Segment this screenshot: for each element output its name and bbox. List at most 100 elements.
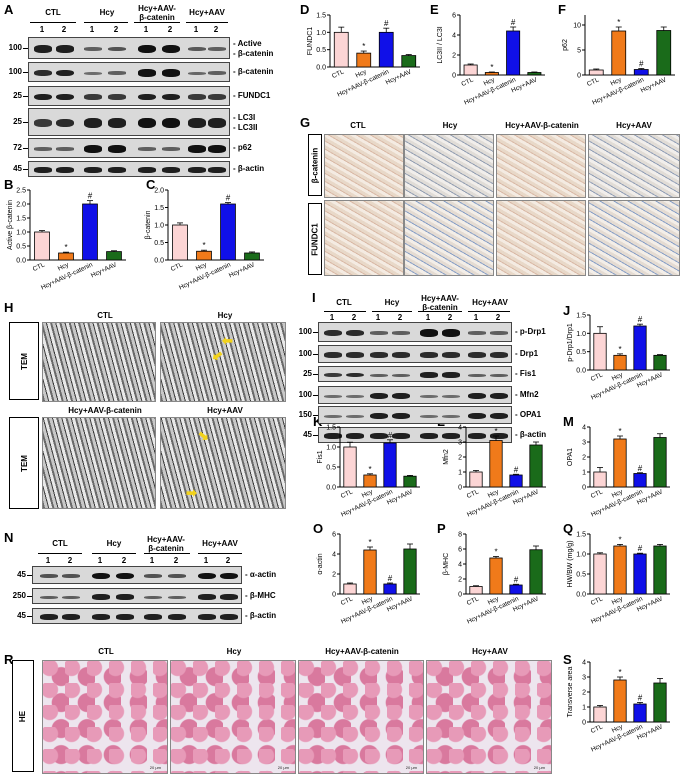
bar [529,444,543,488]
panel-label-j: J [563,303,571,318]
ihc-image-fundc1-hcy [404,200,494,276]
bar [529,549,543,595]
lane-number: 1 [473,313,479,322]
lane-number: 2 [121,556,127,565]
x-tick-label: CTL [340,595,354,607]
bar [244,252,260,261]
y-tick-label: 4 [582,425,586,432]
y-tick-label: 1.0 [576,552,586,559]
significance-mark: * [368,465,371,474]
y-tick-label: 0 [582,485,586,492]
ihc-image-bcatenin-aav [588,134,680,198]
lane-number: 1 [203,556,209,565]
bar [378,31,394,68]
molecular-weight-marker: 45 [17,570,26,579]
tem-image-hcy [160,322,286,402]
y-tick-label: 3 [582,440,586,447]
y-axis-label: LC3II / LC3I [437,26,444,63]
protein-label: - OPA1 [515,410,542,419]
significance-mark: # [388,431,393,440]
x-tick-label: CTL [590,595,604,607]
bar [383,442,397,488]
significance-mark: * [618,345,621,354]
significance-mark: # [638,694,643,703]
blot-i-group-ctl: CTL [336,298,352,307]
ihc-image-fundc1-ctl [324,200,404,276]
y-tick-label: 1.0 [316,30,326,37]
protein-label: - α-actin [245,570,277,579]
molecular-weight-marker: 100 [8,43,22,52]
lane-number: 2 [447,313,453,322]
x-tick-label: Hcy [611,371,625,382]
y-tick-label: 0 [458,485,462,492]
chart-k: 0.00.51.01.5Fis1CTL*Hcy#Hcy+AAV-β-cateni… [317,425,420,519]
x-tick-label: CTL [590,488,604,500]
bar [613,679,627,723]
significance-mark: * [202,241,205,250]
y-tick-label: 3 [582,675,586,682]
y-tick-label: 4 [458,425,462,432]
bar [509,584,523,595]
blot-strip [318,427,512,443]
lane-number: 2 [113,25,119,34]
y-tick-label: 0.0 [326,485,336,492]
y-tick-label: 0 [452,73,456,80]
y-axis-label: Fis1 [317,450,324,463]
y-tick-label: 2 [452,53,456,60]
bar [593,471,607,488]
ihc-row-label-bcatenin: β-catenin [308,134,322,196]
y-tick-label: 6 [452,13,456,20]
protein-label: - β-catenin [233,49,274,58]
molecular-weight-marker: 45 [17,611,26,620]
y-tick-label: 0 [332,592,336,599]
molecular-weight-marker: 25 [13,117,22,126]
chart-l: 01234Mfn2CTL*Hcy#Hcy+AAV-β-cateninHcy+AA… [443,425,546,519]
chart-c: 0.00.51.01.52.0β-cateninCTL*Hcy#Hcy+AAV-… [145,188,264,292]
y-tick-label: 0.0 [154,258,164,265]
significance-mark: # [88,192,93,201]
blot-a-group-aavbc-1: Hcy+AAV- [138,4,176,13]
lane-number: 1 [45,556,51,565]
x-tick-label: CTL [466,488,480,500]
bar [34,231,50,261]
ihc-image-bcatenin-ctl [324,134,404,198]
bar [653,545,667,595]
blot-strip [28,138,230,158]
bar [611,30,627,76]
significance-mark: # [388,574,393,583]
y-tick-label: 2.5 [16,188,26,195]
bar [220,203,236,261]
bar [82,203,98,261]
blot-strip [28,161,230,177]
blot-a-group-aav: Hcy+AAV [189,8,225,17]
panel-label-o: O [313,521,324,536]
molecular-weight-marker: 45 [13,164,22,173]
y-tick-label: 1.5 [316,13,326,20]
lane-number: 1 [149,556,155,565]
blot-strip [28,86,230,106]
panel-label-m: M [563,414,574,429]
protein-label: - β-actin [515,430,547,439]
y-tick-label: 8 [458,532,462,539]
bar [506,30,521,76]
significance-mark: * [618,427,621,436]
bar [363,549,377,595]
panel-label-a: A [4,2,14,17]
blot-n-group-aavbc-1: Hcy+AAV- [147,535,185,544]
panel-label-g: G [300,115,311,130]
y-tick-label: 1.0 [16,230,26,237]
x-tick-label: Hcy+AAV [228,261,256,279]
blot-strip [318,406,512,424]
significance-mark: * [618,668,621,677]
y-tick-label: 10 [573,23,581,30]
molecular-weight-marker: 100 [8,67,22,76]
significance-mark: # [638,544,643,553]
protein-label: - β-catenin [233,67,274,76]
ihc-image-fundc1-aav [588,200,680,276]
y-tick-label: 6 [332,532,336,539]
panel-label-k: K [313,414,322,429]
x-tick-label: Hcy [611,723,625,734]
x-tick-label: CTL [466,595,480,607]
bar [509,474,523,488]
